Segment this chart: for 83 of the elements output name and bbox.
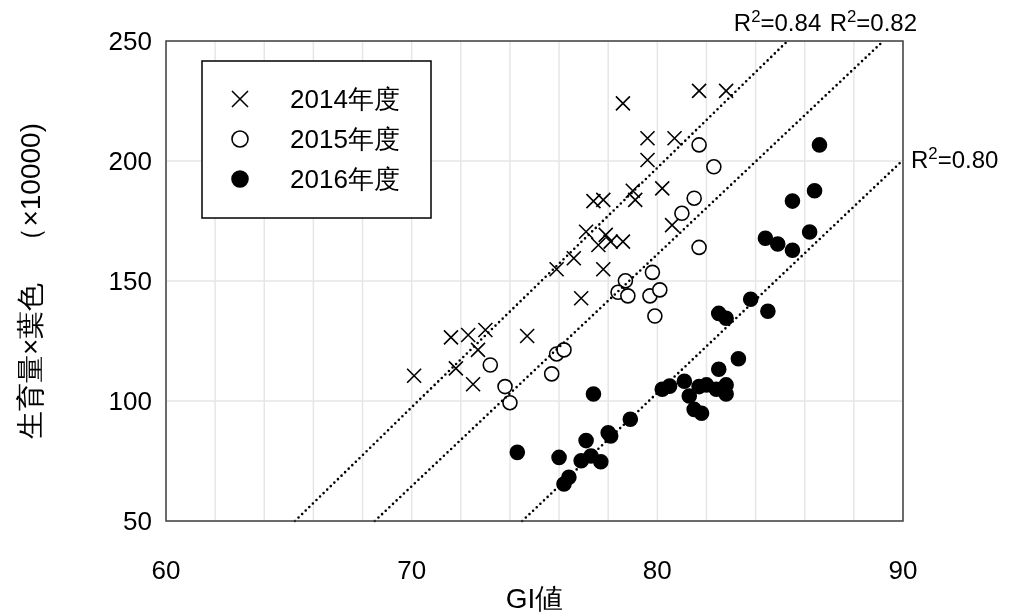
point [551, 449, 567, 466]
point [664, 217, 680, 233]
point [674, 205, 690, 222]
point [595, 261, 612, 278]
annotation: R$^{2}$=0.84 [733, 6, 822, 36]
ytick: 100 [108, 386, 152, 416]
point [460, 327, 476, 343]
point [556, 476, 572, 492]
point [585, 193, 602, 209]
point [730, 350, 747, 367]
point [806, 182, 823, 199]
xtick: 90 [888, 555, 918, 585]
point [654, 180, 671, 197]
point [760, 303, 776, 320]
point [627, 192, 644, 208]
point [676, 373, 693, 390]
ytick: 150 [108, 266, 152, 296]
point [757, 230, 774, 247]
point [801, 224, 818, 240]
point [543, 366, 560, 382]
point [742, 291, 759, 308]
legend-label: 2014年度 [290, 84, 400, 114]
point [691, 83, 707, 99]
point [693, 405, 710, 422]
point [811, 137, 828, 153]
point [548, 261, 565, 278]
point [710, 361, 727, 378]
point [718, 310, 734, 326]
point [681, 388, 698, 404]
point [718, 83, 734, 99]
point [691, 239, 707, 256]
point [691, 137, 707, 153]
point [644, 264, 661, 281]
point [406, 368, 422, 384]
point [784, 242, 801, 259]
point [477, 322, 494, 338]
point [448, 360, 464, 377]
point [509, 444, 526, 461]
xlabel: GI値 [505, 583, 564, 614]
annotation: R$^{2}$=0.80 [911, 143, 999, 174]
point [482, 357, 499, 373]
xtick: 80 [642, 555, 672, 585]
point [651, 282, 668, 298]
point [497, 378, 513, 395]
point [647, 308, 663, 324]
xtick: 60 [151, 555, 181, 585]
point [686, 190, 702, 206]
point [519, 328, 535, 344]
point [566, 250, 582, 266]
point [595, 192, 612, 208]
point [590, 237, 607, 253]
point [556, 342, 572, 358]
point [578, 224, 594, 240]
point [443, 329, 459, 346]
point [639, 130, 656, 146]
ytick: 50 [123, 506, 152, 536]
point [769, 236, 786, 252]
point [784, 193, 801, 209]
annotation: R$^{2}$=0.82 [829, 6, 918, 36]
point [593, 453, 609, 470]
point [602, 428, 619, 444]
ytick: 250 [108, 26, 152, 56]
point [622, 411, 639, 428]
point [624, 182, 641, 199]
xtick: 70 [397, 555, 427, 585]
point [470, 342, 486, 358]
point [615, 95, 631, 112]
point [661, 378, 678, 394]
point [502, 394, 518, 411]
point [573, 452, 589, 469]
legend-label: 2015年度 [290, 124, 400, 154]
point [585, 386, 602, 402]
point [620, 288, 636, 304]
legend-label: 2016年度 [290, 164, 400, 194]
point [666, 130, 683, 146]
ylabel: 生育量×葉色 （×10000) [15, 123, 46, 439]
point [639, 152, 656, 168]
point [706, 158, 722, 175]
point [597, 227, 614, 243]
point [573, 290, 589, 307]
point [578, 432, 594, 449]
point [465, 376, 481, 392]
ytick: 200 [108, 146, 152, 176]
